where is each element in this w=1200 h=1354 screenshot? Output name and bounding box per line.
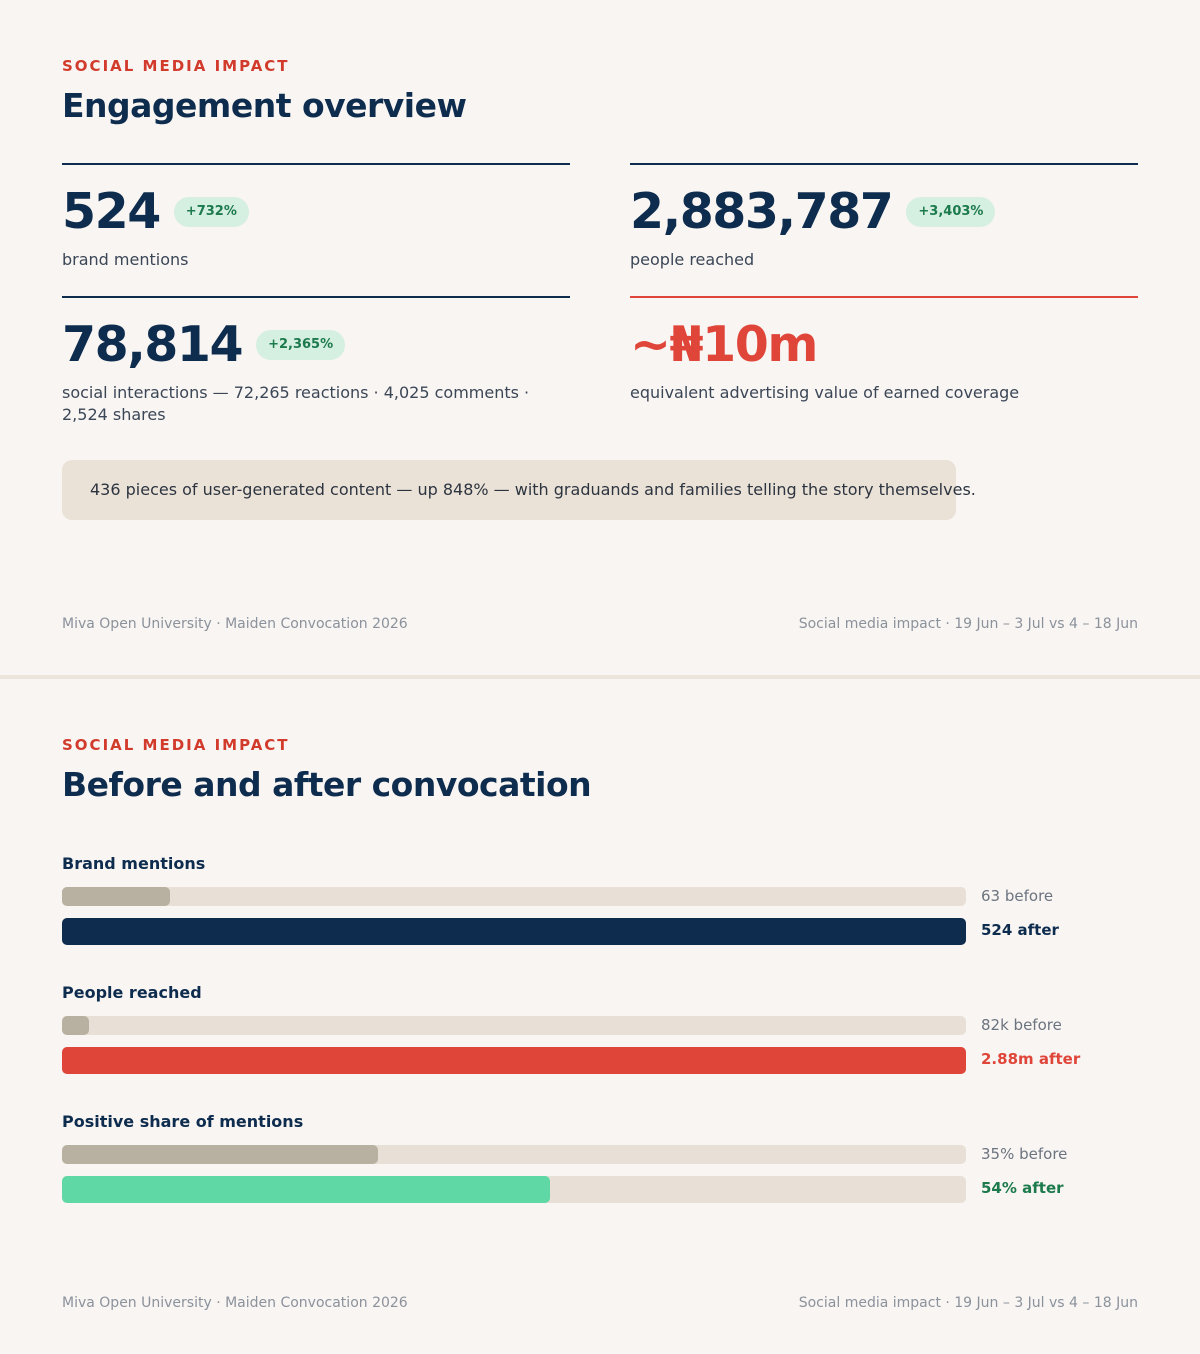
slide-title: Engagement overview xyxy=(62,86,467,125)
stat-advertising-value: ~₦10m equivalent advertising value of ea… xyxy=(630,296,1138,404)
bar-track-before xyxy=(62,887,966,906)
stat-value: ~₦10m xyxy=(630,316,818,373)
stat-brand-mentions: 524 +732% brand mentions xyxy=(62,163,570,271)
after-value-label: 54% after xyxy=(981,1179,1064,1197)
stat-label: brand mentions xyxy=(62,250,189,269)
footer-left: Miva Open University · Maiden Convocatio… xyxy=(62,1295,408,1311)
footer-left: Miva Open University · Maiden Convocatio… xyxy=(62,616,408,632)
stat-people-reached: 2,883,787 +3,403% people reached xyxy=(630,163,1138,271)
bar-before xyxy=(62,1145,379,1164)
stat-label: social interactions — 72,265 reactions ·… xyxy=(62,383,530,424)
stat-social-interactions: 78,814 +2,365% social interactions — 72,… xyxy=(62,296,570,426)
bar-group-label: People reached xyxy=(62,983,202,1002)
before-value-label: 82k before xyxy=(981,1016,1062,1034)
bar-group-people-reached: People reached 82k before 2.88m after xyxy=(62,982,1138,1078)
stat-rule xyxy=(630,296,1138,298)
footer: Miva Open University · Maiden Convocatio… xyxy=(62,1295,1138,1311)
after-value-label: 2.88m after xyxy=(981,1050,1081,1068)
after-value-label: 524 after xyxy=(981,921,1059,939)
bar-track-before xyxy=(62,1145,966,1164)
bar-group-label: Brand mentions xyxy=(62,854,206,873)
bar-group-label: Positive share of mentions xyxy=(62,1112,304,1131)
before-value-label: 35% before xyxy=(981,1145,1068,1163)
engagement-overview-slide: SOCIAL MEDIA IMPACT Engagement overview … xyxy=(0,0,1200,676)
bar-group-brand-mentions: Brand mentions 63 before 524 after xyxy=(62,853,1138,949)
bar-before xyxy=(62,1016,90,1035)
bar-track-after xyxy=(62,1047,966,1074)
slide-title: Before and after convocation xyxy=(62,765,592,804)
stat-value: 78,814 xyxy=(62,316,244,373)
before-after-slide: SOCIAL MEDIA IMPACT Before and after con… xyxy=(0,679,1200,1354)
bar-track-before xyxy=(62,1016,966,1035)
slide-divider xyxy=(0,675,1200,679)
bar-group-positive-share: Positive share of mentions 35% before 54% … xyxy=(62,1111,1138,1207)
bar-after xyxy=(62,918,966,945)
stat-label: equivalent advertising value of earned c… xyxy=(630,383,1020,402)
eyebrow-label: SOCIAL MEDIA IMPACT xyxy=(62,57,290,75)
change-badge: +3,403% xyxy=(906,197,996,227)
change-badge: +2,365% xyxy=(256,330,346,360)
stat-rule xyxy=(62,296,570,298)
footer-right: Social media impact · 19 Jun – 3 Jul vs … xyxy=(798,1295,1138,1311)
before-value-label: 63 before xyxy=(981,887,1054,905)
footer-right: Social media impact · 19 Jun – 3 Jul vs … xyxy=(798,616,1138,632)
change-badge: +732% xyxy=(173,197,249,227)
bar-track-after xyxy=(62,918,966,945)
footer: Miva Open University · Maiden Convocatio… xyxy=(62,616,1138,632)
eyebrow-label: SOCIAL MEDIA IMPACT xyxy=(62,736,290,754)
bar-after xyxy=(62,1176,551,1203)
bar-after xyxy=(62,1047,966,1074)
stat-label: people reached xyxy=(630,250,755,269)
ugc-callout: 436 pieces of user-generated content — u… xyxy=(62,460,976,520)
stat-rule xyxy=(62,163,570,165)
stat-rule xyxy=(630,163,1138,165)
stat-value: 524 xyxy=(62,183,161,240)
bar-before xyxy=(62,887,171,906)
bar-track-after xyxy=(62,1176,966,1203)
stat-value: 2,883,787 xyxy=(630,183,894,240)
